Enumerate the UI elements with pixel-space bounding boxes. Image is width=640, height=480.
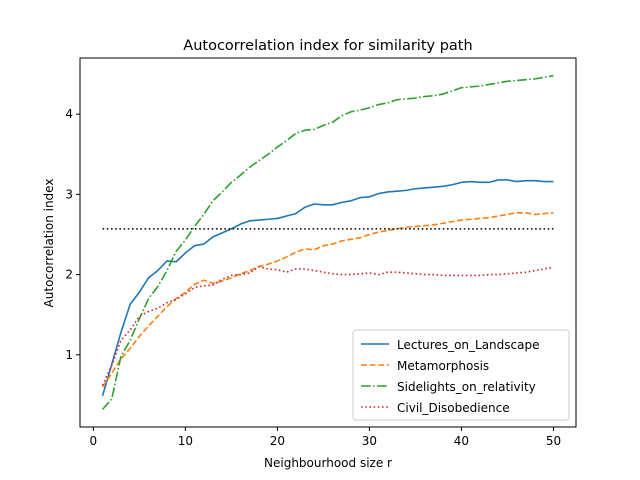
x-tick-label: 0: [90, 434, 98, 448]
x-tick-label: 50: [546, 434, 561, 448]
y-tick-label: 2: [65, 268, 73, 282]
legend-label-civil: Civil_Disobedience: [397, 401, 510, 415]
x-tick-label: 30: [362, 434, 377, 448]
y-tick-label: 4: [65, 107, 73, 121]
legend-label-sidelights: Sidelights_on_relativity: [397, 380, 536, 394]
legend-label-lectures: Lectures_on_Landscape: [397, 338, 539, 352]
chart-title: Autocorrelation index for similarity pat…: [183, 38, 472, 54]
y-axis-label: Autocorrelation index: [42, 179, 56, 308]
x-tick-label: 40: [454, 434, 469, 448]
legend: Lectures_on_Landscape Metamorphosis Side…: [353, 330, 569, 420]
y-tick-label: 3: [65, 187, 73, 201]
x-axis-label: Neighbourhood size r: [264, 456, 392, 470]
y-tick-label: 1: [65, 348, 73, 362]
x-tick-label: 10: [178, 434, 193, 448]
legend-label-metamorphosis: Metamorphosis: [397, 359, 489, 373]
x-tick-label: 20: [270, 434, 285, 448]
